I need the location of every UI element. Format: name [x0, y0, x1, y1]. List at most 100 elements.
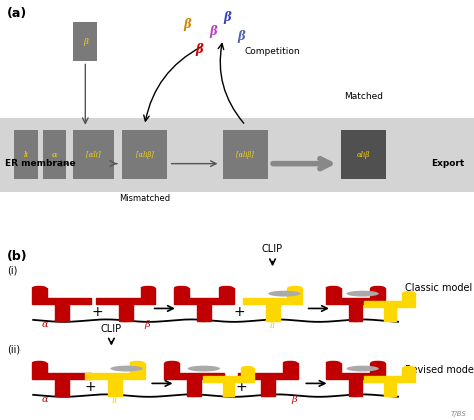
Polygon shape [364, 301, 415, 307]
Polygon shape [348, 304, 363, 320]
Text: αliβ: αliβ [357, 151, 370, 159]
Text: Export: Export [431, 159, 465, 168]
Bar [43, 130, 66, 179]
Polygon shape [223, 382, 234, 396]
Polygon shape [265, 304, 280, 320]
Polygon shape [32, 362, 46, 373]
Text: (i): (i) [7, 266, 18, 276]
Ellipse shape [110, 366, 143, 372]
Ellipse shape [140, 286, 155, 290]
Text: [αliβ]: [αliβ] [136, 151, 154, 159]
Polygon shape [348, 379, 363, 396]
Text: +: + [84, 380, 96, 394]
Text: +: + [234, 305, 245, 319]
Ellipse shape [223, 394, 234, 397]
Bar [341, 130, 386, 179]
Ellipse shape [187, 394, 201, 397]
Text: β: β [291, 395, 297, 404]
Ellipse shape [32, 286, 46, 290]
Polygon shape [326, 288, 340, 298]
Polygon shape [364, 376, 415, 382]
Polygon shape [371, 362, 385, 373]
Text: [αli]: [αli] [86, 151, 101, 159]
Text: ER membrane: ER membrane [5, 159, 75, 168]
Ellipse shape [241, 366, 254, 369]
Ellipse shape [287, 286, 302, 290]
Ellipse shape [118, 319, 133, 322]
Text: +: + [236, 380, 247, 394]
Polygon shape [129, 362, 145, 373]
Ellipse shape [402, 291, 415, 294]
Bar [223, 130, 268, 179]
Polygon shape [55, 304, 69, 320]
Polygon shape [402, 368, 415, 376]
Polygon shape [174, 298, 234, 304]
Ellipse shape [130, 361, 145, 365]
Polygon shape [187, 379, 201, 396]
Ellipse shape [402, 366, 415, 369]
Text: α: α [52, 151, 57, 159]
Ellipse shape [348, 319, 363, 322]
Ellipse shape [55, 319, 69, 322]
Text: T/BS: T/BS [451, 411, 467, 417]
Bar [73, 22, 97, 61]
Polygon shape [164, 373, 224, 379]
Text: CLIP: CLIP [101, 324, 122, 334]
Polygon shape [197, 304, 211, 320]
Ellipse shape [219, 286, 234, 290]
Ellipse shape [371, 361, 385, 365]
Polygon shape [326, 373, 385, 379]
Polygon shape [261, 379, 275, 396]
Polygon shape [55, 379, 69, 396]
Polygon shape [219, 288, 234, 298]
Text: β: β [144, 320, 150, 329]
Text: CLIP: CLIP [262, 244, 283, 254]
Ellipse shape [261, 394, 275, 397]
Ellipse shape [174, 286, 189, 290]
Text: li: li [111, 396, 118, 404]
Polygon shape [241, 368, 254, 376]
Polygon shape [174, 288, 189, 298]
Ellipse shape [346, 291, 379, 297]
Text: Competition: Competition [245, 47, 301, 56]
Bar [14, 130, 38, 179]
Text: β: β [83, 38, 88, 46]
Ellipse shape [197, 319, 211, 322]
Polygon shape [96, 298, 155, 304]
Ellipse shape [384, 319, 395, 322]
Ellipse shape [108, 394, 122, 397]
Text: li: li [269, 320, 276, 330]
Polygon shape [283, 362, 298, 373]
Bar [73, 130, 114, 179]
Polygon shape [326, 298, 385, 304]
Text: β: β [183, 18, 191, 31]
Polygon shape [140, 288, 155, 298]
Polygon shape [32, 298, 91, 304]
Ellipse shape [326, 286, 341, 290]
Bar [122, 130, 167, 179]
Text: Matched: Matched [345, 92, 383, 101]
Polygon shape [32, 373, 91, 379]
Ellipse shape [265, 319, 280, 322]
Ellipse shape [188, 366, 220, 372]
Polygon shape [238, 373, 298, 379]
Bar [0, 118, 474, 192]
Polygon shape [243, 298, 302, 304]
Text: [αliβ]: [αliβ] [237, 151, 254, 159]
Ellipse shape [268, 291, 301, 297]
Text: β: β [238, 30, 246, 43]
Text: β: β [210, 26, 217, 39]
Polygon shape [85, 373, 145, 379]
Ellipse shape [283, 361, 298, 365]
Ellipse shape [55, 394, 69, 397]
Ellipse shape [164, 361, 179, 365]
Polygon shape [326, 362, 340, 373]
Text: β: β [195, 43, 203, 55]
Polygon shape [287, 288, 302, 298]
Polygon shape [402, 293, 415, 301]
Ellipse shape [384, 394, 395, 397]
Polygon shape [203, 376, 254, 382]
Polygon shape [371, 288, 385, 298]
Ellipse shape [346, 366, 379, 372]
Text: li: li [24, 151, 28, 159]
